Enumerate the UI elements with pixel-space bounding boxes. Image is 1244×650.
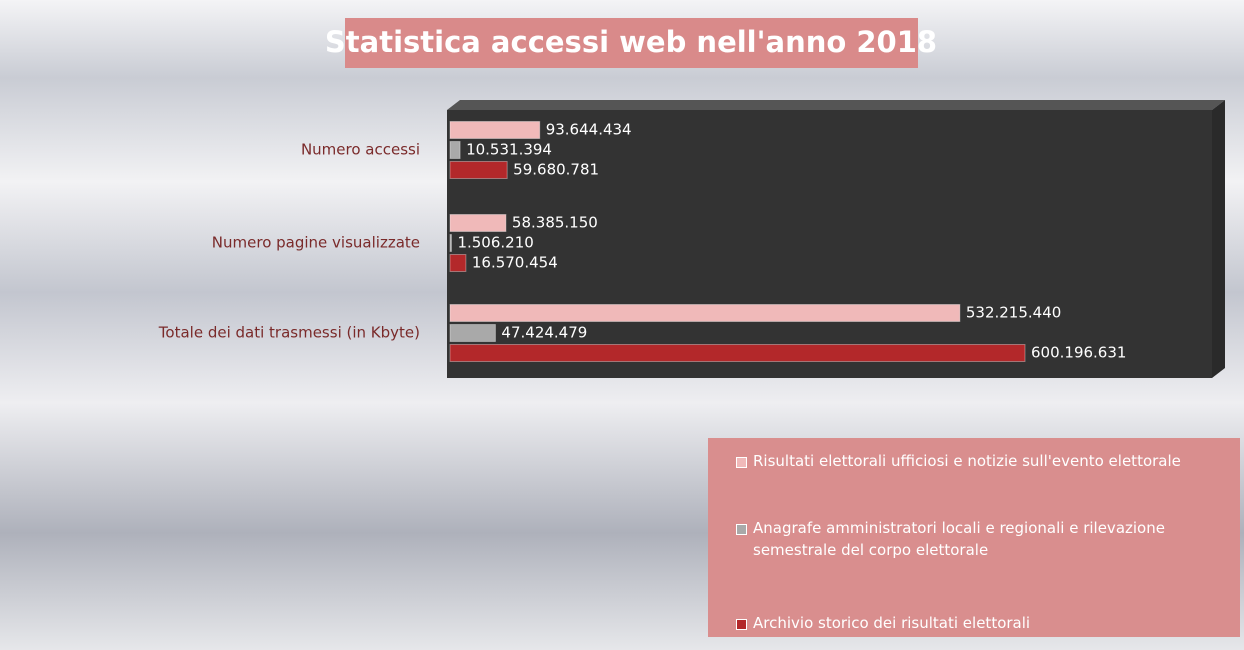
- value-label: 59.680.781: [513, 161, 599, 179]
- value-label: 93.644.434: [546, 121, 632, 139]
- bar: [449, 344, 1026, 362]
- bar: [449, 141, 461, 159]
- legend-entry: Anagrafe amministratori locali e regiona…: [736, 517, 1230, 561]
- legend-swatch: [736, 524, 747, 535]
- legend-swatch: [736, 619, 747, 630]
- value-label: 16.570.454: [472, 254, 558, 272]
- value-label: 1.506.210: [457, 234, 533, 252]
- category-label: Totale dei dati trasmessi (in Kbyte): [158, 324, 420, 342]
- plot-side: [1212, 100, 1225, 378]
- plot-area: [447, 110, 1212, 378]
- value-label: 47.424.479: [501, 324, 587, 342]
- bar: [449, 161, 508, 179]
- category-label: Numero accessi: [301, 141, 420, 159]
- title-box: [345, 18, 918, 68]
- bar: [449, 214, 507, 232]
- value-label: 10.531.394: [466, 141, 552, 159]
- legend-swatch: [736, 457, 747, 468]
- bar: [449, 234, 452, 252]
- plot-top: [447, 100, 1225, 110]
- legend-label: Risultati elettorali ufficiosi e notizie…: [753, 452, 1181, 470]
- value-label: 532.215.440: [966, 304, 1061, 322]
- legend-entry: Risultati elettorali ufficiosi e notizie…: [736, 450, 1230, 472]
- legend-entry: Archivio storico dei risultati elettoral…: [736, 612, 1230, 634]
- value-label: 58.385.150: [512, 214, 598, 232]
- legend-label: Anagrafe amministratori locali e regiona…: [753, 519, 1165, 559]
- bar: [449, 121, 541, 139]
- value-label: 600.196.631: [1031, 344, 1126, 362]
- legend: Risultati elettorali ufficiosi e notizie…: [708, 438, 1240, 637]
- bar: [449, 324, 496, 342]
- legend-label: Archivio storico dei risultati elettoral…: [753, 614, 1031, 632]
- category-label: Numero pagine visualizzate: [212, 234, 420, 252]
- bar: [449, 254, 467, 272]
- chart-title: Statistica accessi web nell'anno 2018: [325, 25, 937, 59]
- bar: [449, 304, 961, 322]
